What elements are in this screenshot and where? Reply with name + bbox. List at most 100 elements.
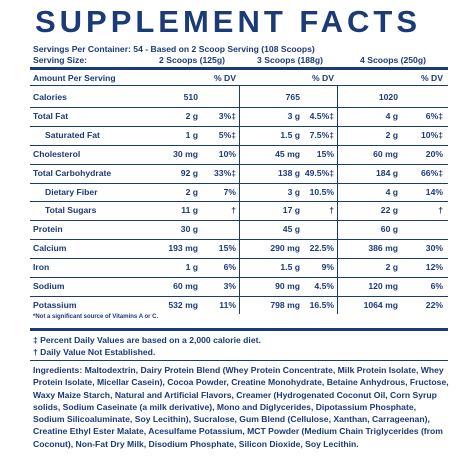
daily-value: 10.5%	[309, 186, 334, 197]
row-rule	[30, 258, 448, 260]
footnote: † Daily Value Not Established.	[33, 347, 156, 357]
row-name: Saturated Fat	[45, 129, 100, 140]
daily-value: 16.5%	[309, 299, 334, 310]
amount: 22 g	[380, 205, 398, 216]
amount: 92 g	[180, 167, 198, 178]
daily-value: 49.5%‡	[304, 167, 334, 178]
servings-per-container: Servings Per Container: 54 - Based on 2 …	[33, 44, 315, 54]
row-name: Calcium	[33, 243, 67, 254]
ingredients-label: Ingredients:	[33, 365, 83, 375]
daily-value: 12%	[425, 262, 443, 273]
thick-rule	[30, 67, 448, 70]
row-name: Iron	[33, 262, 50, 273]
serving-size-label: Serving Size:	[33, 55, 87, 65]
amount: 1064 mg	[363, 299, 398, 310]
note: *Not a significant source of Vitamins A …	[33, 314, 159, 320]
amount: 1 g	[185, 262, 198, 273]
amount: 1 g	[185, 129, 198, 140]
amount: 2 g	[385, 129, 398, 140]
serving-size: 4 Scoops (250g)	[360, 55, 426, 65]
daily-value: 11%	[219, 299, 236, 310]
rule	[30, 360, 448, 361]
daily-value: 5%‡	[218, 129, 236, 140]
daily-value: 7%	[223, 186, 236, 197]
daily-value: †	[438, 205, 443, 216]
amount: 11 g	[181, 205, 198, 216]
row-name: Protein	[33, 224, 63, 235]
amount: 2 g	[185, 110, 198, 121]
column-divider	[239, 86, 240, 314]
daily-value: 22%	[425, 299, 443, 310]
rule	[30, 85, 448, 86]
amount: 290 mg	[270, 243, 300, 254]
row-name: Potassium	[33, 299, 77, 310]
row-name: Dietary Fiber	[45, 186, 98, 197]
ingredients-text: Maltodextrin, Dairy Protein Blend (Whey …	[33, 365, 449, 449]
row-name: Sodium	[33, 281, 65, 291]
daily-value: †	[329, 205, 334, 216]
amount: 90 mg	[275, 281, 300, 291]
daily-value: 30%	[425, 243, 443, 254]
row-name: Total Fat	[33, 110, 69, 121]
daily-value: 6%‡	[425, 110, 443, 121]
row-name: Total Carbohydrate	[33, 167, 112, 178]
amount: 386 mg	[368, 243, 398, 254]
amount: 1020	[378, 92, 398, 102]
row-rule	[30, 239, 448, 241]
amount: 45 g	[282, 224, 300, 235]
thick-rule	[30, 328, 448, 331]
daily-value: 22.5%	[309, 243, 334, 254]
row-rule	[30, 295, 448, 297]
row-name: Calories	[33, 92, 67, 102]
dv-header: % DV	[312, 73, 334, 83]
daily-value: 20%	[425, 148, 443, 159]
amount: 1.5 g	[280, 262, 300, 273]
daily-value: 15%	[218, 243, 236, 254]
amount: 798 mg	[270, 299, 300, 310]
amount: 60 mg	[373, 148, 398, 159]
amount: 193 mg	[168, 243, 198, 254]
amount: 30 g	[180, 224, 198, 235]
daily-value: 15%	[316, 148, 334, 159]
amount: 138 g	[278, 167, 300, 178]
daily-value: 66%‡	[421, 167, 443, 178]
amount: 4 g	[385, 186, 398, 197]
daily-value: 10%‡	[421, 129, 443, 140]
amount: 184 g	[376, 167, 398, 178]
amount: 532 mg	[168, 299, 198, 310]
amount: 45 mg	[275, 148, 300, 159]
dv-header: % DV	[421, 73, 443, 83]
amount: 17 g	[282, 205, 300, 216]
daily-value: 14%	[425, 186, 443, 197]
amount: 120 mg	[368, 281, 398, 291]
amount: 3 g	[287, 110, 300, 121]
amount: 60 mg	[173, 281, 198, 291]
daily-value: 4.5%‡	[309, 110, 334, 121]
row-rule	[30, 144, 448, 146]
row-rule	[30, 201, 448, 203]
row-rule	[30, 182, 448, 184]
daily-value: 6%	[430, 281, 443, 291]
column-divider	[337, 86, 338, 314]
dv-header: % DV	[214, 73, 236, 83]
amount: 30 mg	[173, 148, 198, 159]
footnote: ‡ Percent Daily Values are based on a 2,…	[33, 335, 261, 345]
daily-value: 3%‡	[218, 110, 236, 121]
amount: 2 g	[185, 186, 198, 197]
daily-value: 7.5%‡	[309, 129, 334, 140]
header-label: Amount Per Serving	[33, 73, 116, 83]
daily-value: 6%	[223, 262, 236, 273]
daily-value: 9%	[321, 262, 334, 273]
amount: 2 g	[385, 262, 398, 273]
row-name: Cholesterol	[33, 148, 81, 159]
daily-value: 10%	[218, 148, 236, 159]
amount: 510	[183, 92, 198, 102]
ingredients: Ingredients: Maltodextrin, Dairy Protein…	[33, 364, 449, 450]
row-rule	[30, 106, 448, 108]
daily-value: 3%	[223, 281, 236, 291]
title: SUPPLEMENT FACTS	[34, 4, 422, 39]
serving-size: 3 Scoops (188g)	[257, 55, 323, 65]
amount: 765	[285, 92, 300, 102]
